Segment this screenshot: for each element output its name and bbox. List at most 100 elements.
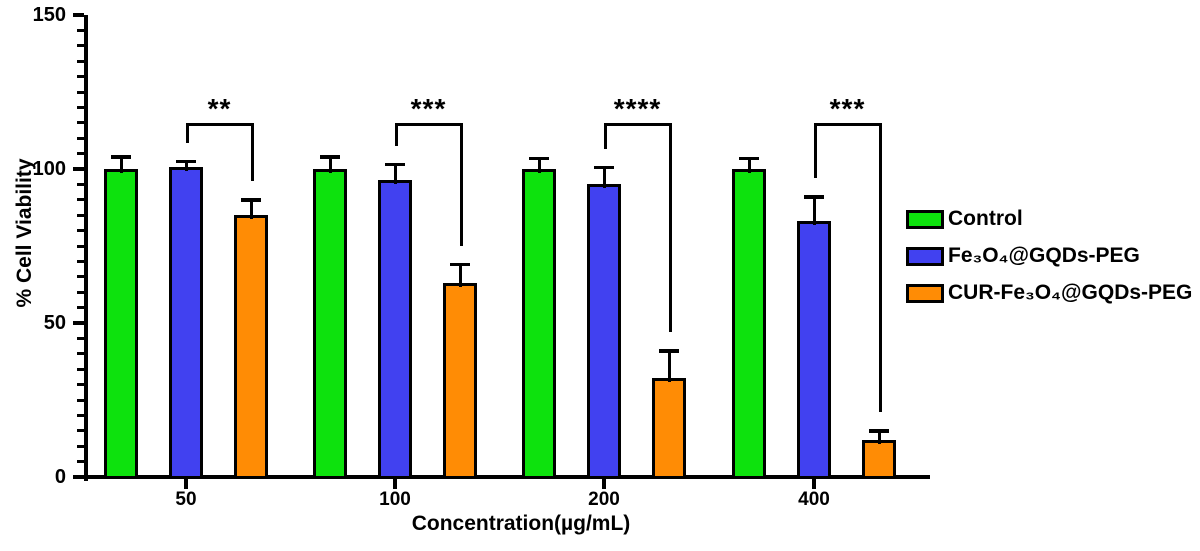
legend-label: CUR-Fe₃O₄@GQDs-PEG	[948, 281, 1193, 304]
bar-cur-fe-o-gqds-peg-200	[652, 378, 686, 479]
y-minor-tick	[77, 136, 84, 140]
significance-bracket-left	[186, 122, 189, 143]
y-major-tick	[73, 13, 84, 17]
significance-bracket-right	[669, 122, 672, 333]
y-minor-tick	[77, 121, 84, 125]
y-minor-tick	[77, 44, 84, 48]
error-bar-stem	[667, 350, 671, 383]
significance-bracket-top	[395, 122, 463, 126]
error-bar-cap	[659, 349, 679, 353]
significance-stars-50: **	[207, 92, 232, 124]
y-minor-tick	[77, 105, 84, 109]
y-tick-label-50: 50	[43, 312, 66, 334]
bar-cur-fe-o-gqds-peg-400	[862, 440, 896, 479]
y-major-tick	[73, 475, 84, 479]
legend-swatch-icon	[906, 210, 944, 229]
x-tick-100	[393, 479, 397, 489]
error-bar-stem	[537, 158, 541, 173]
error-bar-cap	[176, 159, 196, 164]
y-minor-tick	[77, 398, 84, 402]
error-bar-cap	[320, 155, 340, 159]
y-minor-tick	[77, 90, 84, 94]
y-major-tick	[73, 167, 84, 171]
error-bar-stem	[249, 199, 253, 220]
error-bar-cap	[241, 198, 261, 202]
significance-stars-200: ****	[613, 92, 662, 124]
bar-control-100	[313, 169, 347, 479]
x-tick-label-400: 400	[798, 489, 830, 510]
error-bar-stem	[877, 430, 881, 445]
y-minor-tick	[77, 336, 84, 340]
significance-bracket-left	[604, 122, 607, 149]
significance-bracket-left	[814, 122, 817, 179]
significance-stars-400: ***	[829, 92, 866, 124]
significance-bracket-top	[814, 122, 882, 126]
error-bar-stem	[184, 161, 188, 172]
x-axis-line	[84, 475, 930, 479]
bar-fe-o-gqds-peg-400	[797, 221, 831, 479]
y-minor-tick	[77, 367, 84, 371]
significance-stars-100: ***	[410, 92, 447, 124]
bar-cur-fe-o-gqds-peg-100	[443, 282, 477, 479]
y-axis-line	[84, 15, 88, 481]
bar-fe-o-gqds-peg-50	[169, 167, 203, 479]
significance-bracket-top	[186, 122, 254, 126]
x-tick-label-50: 50	[175, 489, 197, 510]
y-minor-tick	[77, 182, 84, 186]
bar-cur-fe-o-gqds-peg-50	[234, 215, 268, 479]
error-bar-cap	[594, 165, 614, 170]
x-axis-title: Concentration(µg/mL)	[411, 512, 631, 535]
y-minor-tick	[77, 75, 84, 79]
y-minor-tick	[77, 383, 84, 387]
bar-control-50	[104, 169, 138, 479]
y-minor-tick	[77, 429, 84, 433]
y-minor-tick	[77, 259, 84, 263]
error-bar-cap	[529, 156, 549, 161]
error-bar-stem	[119, 156, 123, 173]
error-bar-cap	[450, 262, 470, 267]
y-minor-tick	[77, 152, 84, 156]
bar-control-400	[732, 169, 766, 479]
y-minor-tick	[77, 229, 84, 233]
y-tick-label-150: 150	[32, 4, 66, 26]
significance-bracket-right	[879, 122, 882, 413]
significance-bracket-top	[604, 122, 672, 126]
error-bar-cap	[869, 429, 889, 433]
legend: Control Fe₃O₄@GQDs-PEG CUR-Fe₃O₄@GQDs-PEG	[906, 0, 1196, 551]
error-bar-stem	[393, 164, 397, 184]
y-minor-tick	[77, 213, 84, 217]
x-tick-400	[812, 479, 816, 489]
error-bar-stem	[747, 158, 751, 173]
bar-control-200	[522, 169, 556, 479]
y-minor-tick	[77, 275, 84, 279]
error-bar-cap	[385, 162, 405, 167]
y-minor-tick	[77, 59, 84, 63]
y-minor-tick	[77, 28, 84, 32]
y-major-tick	[73, 321, 84, 325]
y-minor-tick	[77, 460, 84, 464]
legend-swatch-icon	[906, 284, 944, 303]
error-bar-cap	[111, 155, 131, 159]
bar-fe-o-gqds-peg-200	[587, 184, 621, 479]
y-tick-label-0: 0	[54, 466, 66, 488]
y-minor-tick	[77, 244, 84, 248]
legend-swatch-icon	[906, 247, 944, 266]
error-bar-cap	[739, 156, 759, 161]
y-minor-tick	[77, 290, 84, 294]
x-tick-200	[602, 479, 606, 489]
legend-label: Control	[948, 207, 1023, 230]
bar-fe-o-gqds-peg-100	[378, 179, 412, 479]
y-minor-tick	[77, 306, 84, 310]
x-tick-label-100: 100	[379, 489, 411, 510]
significance-bracket-left	[395, 122, 398, 146]
x-tick-label-200: 200	[588, 489, 620, 510]
y-minor-tick	[77, 444, 84, 448]
y-minor-tick	[77, 352, 84, 356]
significance-bracket-right	[460, 122, 463, 246]
x-tick-50	[184, 479, 188, 489]
legend-label: Fe₃O₄@GQDs-PEG	[948, 244, 1140, 267]
error-bar-stem	[328, 156, 332, 173]
error-bar-cap	[804, 195, 824, 199]
